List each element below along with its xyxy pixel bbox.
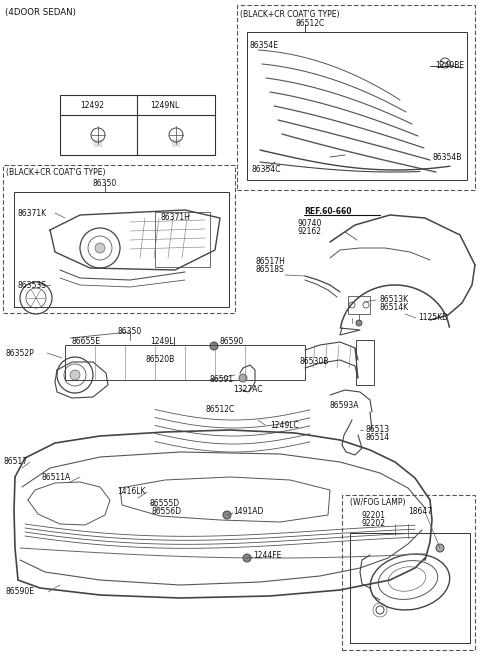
Circle shape <box>223 511 231 519</box>
Text: 86517: 86517 <box>4 457 28 467</box>
Text: 86371K: 86371K <box>17 209 46 218</box>
Text: 86513K: 86513K <box>380 296 409 304</box>
Text: 86556D: 86556D <box>152 508 182 517</box>
Text: (4DOOR SEDAN): (4DOOR SEDAN) <box>5 9 76 18</box>
Text: 86350: 86350 <box>93 178 117 187</box>
Text: 86354E: 86354E <box>250 42 279 51</box>
Text: 86513: 86513 <box>365 426 389 434</box>
Circle shape <box>210 342 218 350</box>
Bar <box>3 165 235 313</box>
Text: (W/FOG LAMP): (W/FOG LAMP) <box>350 498 406 508</box>
Bar <box>342 495 475 650</box>
Text: 86354C: 86354C <box>252 166 281 174</box>
Text: 1249NL: 1249NL <box>150 102 179 110</box>
Text: 86555D: 86555D <box>150 498 180 508</box>
Bar <box>65 345 305 380</box>
Text: 86352P: 86352P <box>5 348 34 358</box>
Text: 86511A: 86511A <box>42 473 71 482</box>
Circle shape <box>70 370 80 380</box>
Bar <box>155 212 210 267</box>
Text: 1249LC: 1249LC <box>270 420 299 430</box>
Text: 1244FE: 1244FE <box>253 550 281 560</box>
Bar <box>14 192 229 307</box>
Bar <box>350 533 470 643</box>
Text: 86530B: 86530B <box>300 358 329 366</box>
Text: (BLACK+CR COAT'G TYPE): (BLACK+CR COAT'G TYPE) <box>6 168 106 176</box>
Text: 86350: 86350 <box>118 327 142 337</box>
Text: 92201: 92201 <box>362 512 386 521</box>
Circle shape <box>243 554 251 562</box>
Text: 86353S: 86353S <box>18 280 47 290</box>
Circle shape <box>436 544 444 552</box>
Text: 1125KD: 1125KD <box>418 314 448 323</box>
Text: 86520B: 86520B <box>145 356 175 364</box>
Text: 1491AD: 1491AD <box>233 506 264 515</box>
Circle shape <box>356 320 362 326</box>
Text: (BLACK+CR COAT'G TYPE): (BLACK+CR COAT'G TYPE) <box>240 9 339 18</box>
Text: 92162: 92162 <box>298 228 322 236</box>
Text: 86593A: 86593A <box>330 401 360 409</box>
Text: 1327AC: 1327AC <box>233 385 263 395</box>
Text: 86590E: 86590E <box>5 587 34 597</box>
Text: REF.60-660: REF.60-660 <box>304 207 351 216</box>
Bar <box>237 5 475 190</box>
Text: 18647: 18647 <box>408 508 432 517</box>
Bar <box>60 95 215 155</box>
Text: 86371H: 86371H <box>160 213 190 222</box>
Text: 1416LK: 1416LK <box>117 488 145 496</box>
Circle shape <box>239 374 247 382</box>
Bar <box>356 340 374 385</box>
Text: 86514K: 86514K <box>380 304 409 312</box>
Text: 92202: 92202 <box>362 519 386 529</box>
Text: 86590: 86590 <box>220 337 244 346</box>
Text: 86517H: 86517H <box>256 257 286 267</box>
Text: 86512C: 86512C <box>205 405 234 414</box>
Text: 12492: 12492 <box>80 102 104 110</box>
Text: 90740: 90740 <box>298 220 323 228</box>
Text: 86655E: 86655E <box>72 337 101 346</box>
Text: 86591: 86591 <box>210 376 234 385</box>
Text: 1249LJ: 1249LJ <box>150 337 176 346</box>
Text: 86518S: 86518S <box>256 265 285 275</box>
Text: 86512C: 86512C <box>295 20 324 28</box>
Text: 86514: 86514 <box>365 434 389 442</box>
Text: 86354B: 86354B <box>432 152 462 162</box>
Circle shape <box>95 243 105 253</box>
Bar <box>348 296 370 314</box>
Bar <box>247 32 467 180</box>
Text: 1249BE: 1249BE <box>435 61 464 71</box>
